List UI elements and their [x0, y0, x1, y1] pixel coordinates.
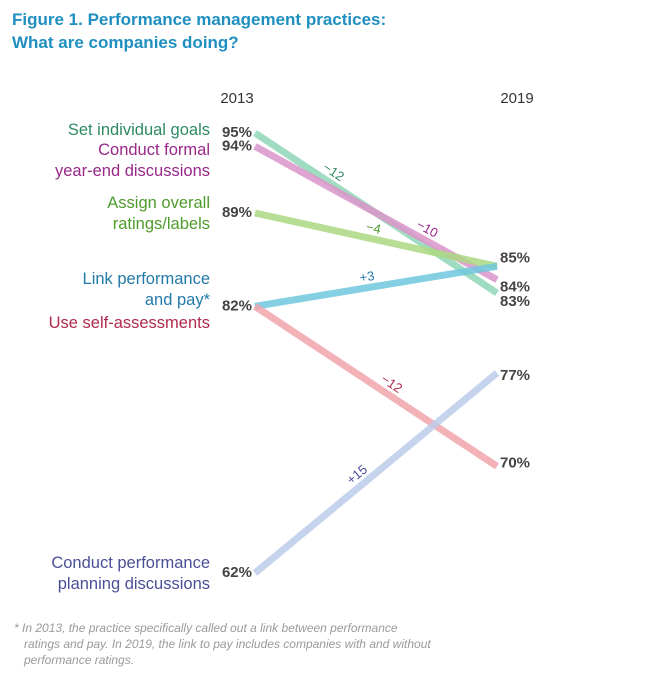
value-label: 89%	[222, 204, 252, 221]
change-label: −4	[365, 219, 383, 237]
value-label: 84%	[500, 279, 530, 296]
slope-line	[253, 303, 499, 470]
value-label: 83%	[500, 293, 530, 310]
slope-line	[254, 262, 498, 310]
change-label: +3	[358, 268, 375, 285]
series-label: Use self-assessments	[48, 314, 210, 332]
value-label: 94%	[222, 137, 252, 154]
footnote: * In 2013, the practice specifically cal…	[14, 621, 431, 667]
series-label: Conduct performance planning discussions	[51, 554, 210, 593]
value-label: 70%	[500, 454, 530, 471]
chart-title: Figure 1. Performance management practic…	[12, 10, 387, 52]
year-label: 2019	[500, 90, 533, 107]
series-label: Conduct formal year-end discussions	[55, 141, 210, 180]
series-label: Assign overall ratings/labels	[107, 194, 210, 233]
slope-line	[254, 209, 498, 270]
value-label: 77%	[500, 367, 530, 384]
slope-line	[252, 370, 500, 576]
series-label: Set individual goals	[67, 121, 210, 139]
year-label: 2013	[220, 90, 253, 107]
value-label: 62%	[222, 564, 252, 581]
value-label: 85%	[500, 249, 530, 266]
series-label: Link performance and pay*	[82, 270, 210, 309]
value-label: 82%	[222, 297, 252, 314]
value-label: 95%	[222, 124, 252, 141]
